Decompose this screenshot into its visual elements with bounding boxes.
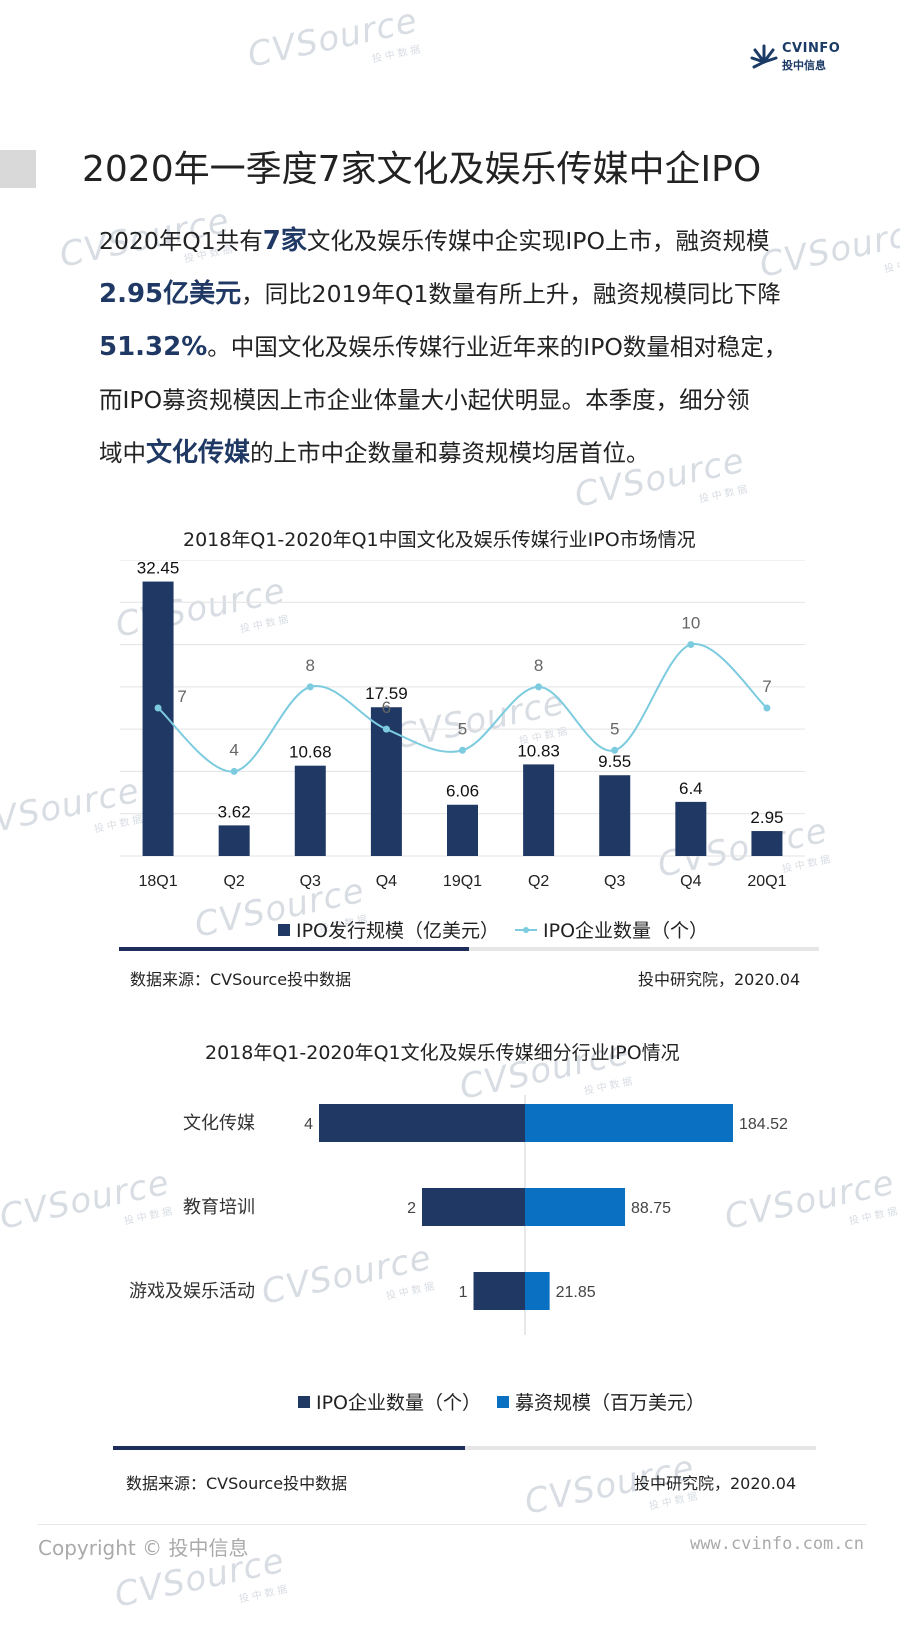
summary-paragraph: 2020年Q1共有7家文化及娱乐传媒中企实现IPO上市，融资规模 2.95亿美元… — [99, 226, 788, 468]
bar-amount — [525, 1188, 626, 1226]
highlight-count: 7家 — [262, 226, 307, 256]
count-value-label: 1 — [459, 1284, 468, 1301]
chart2-credit: 投中研究院，2020.04 — [634, 1474, 797, 1493]
chart2-title: 2018年Q1-2020年Q1文化及娱乐传媒细分行业IPO情况 — [205, 1042, 680, 1064]
footer-divider — [38, 1524, 866, 1525]
line-point — [687, 641, 695, 649]
chart2-segment-ipo: 文化传媒 4 184.52 教育培训 2 88.75 游戏及娱乐活动 1 21.85 — [129, 1095, 788, 1335]
legend-item-count: IPO企业数量（个） — [298, 1388, 481, 1415]
x-tick-label: 20Q1 — [747, 873, 786, 890]
line-value-label: 8 — [306, 656, 315, 675]
legend-swatch-count — [298, 1395, 310, 1408]
bar-value-label: 3.62 — [218, 802, 251, 821]
cvinfo-logo: CVINFO 投中信息 — [750, 40, 850, 72]
bar-value-label: 10.83 — [517, 741, 560, 760]
highlight-percent: 51.32% — [99, 332, 208, 362]
chart1-credit: 投中研究院，2020.04 — [638, 970, 801, 989]
x-tick-label: Q4 — [376, 873, 397, 890]
bar — [218, 825, 250, 856]
amount-value-label: 21.85 — [556, 1284, 596, 1301]
line-point — [382, 725, 390, 733]
website-link[interactable]: www.cvinfo.com.cn — [690, 1534, 864, 1554]
legend-swatch-line — [515, 926, 538, 933]
bar — [675, 801, 707, 856]
count-value-label: 4 — [304, 1116, 313, 1133]
bar-value-label: 2.95 — [750, 808, 783, 827]
x-tick-label: 18Q1 — [138, 873, 177, 890]
logo-text-en: CVINFO — [782, 41, 841, 56]
legend-item-bar: IPO发行规模（亿美元） — [278, 916, 499, 943]
series-line — [157, 643, 768, 773]
bar-amount — [525, 1272, 550, 1310]
bar-count — [422, 1188, 525, 1226]
highlight-segment: 文化传媒 — [146, 438, 251, 468]
count-value-label: 2 — [407, 1200, 416, 1217]
amount-value-label: 184.52 — [739, 1116, 788, 1133]
x-tick-label: Q2 — [528, 873, 549, 890]
line-value-label: 5 — [610, 719, 619, 738]
chart2-source: 数据来源：CVSource投中数据 — [126, 1474, 348, 1493]
line-value-label: 8 — [534, 656, 543, 675]
legend-swatch-bar — [278, 923, 290, 936]
x-tick-label: Q2 — [223, 873, 244, 890]
x-tick-label: Q4 — [680, 873, 701, 890]
chart1-progress-track — [119, 947, 819, 951]
line-value-label: 7 — [177, 687, 186, 706]
bar-value-label: 6.06 — [446, 782, 479, 801]
line-value-label: 7 — [762, 677, 771, 696]
line-value-label: 5 — [458, 719, 467, 738]
line-value-label: 4 — [229, 740, 238, 759]
x-tick-label: Q3 — [604, 873, 625, 890]
bar — [523, 764, 555, 856]
line-point — [230, 767, 238, 775]
legend-swatch-amount — [497, 1395, 510, 1408]
highlight-amount: 2.95亿美元 — [99, 279, 242, 309]
amount-value-label: 88.75 — [631, 1200, 671, 1217]
line-point — [154, 704, 162, 712]
bar-count — [319, 1104, 525, 1142]
category-label: 文化传媒 — [183, 1113, 255, 1133]
category-label: 教育培训 — [183, 1197, 255, 1217]
bar-value-label: 17.59 — [365, 684, 408, 703]
bar — [447, 804, 478, 856]
bar-count — [473, 1272, 525, 1310]
chart1-progress-fill — [119, 947, 469, 951]
bar-value-label: 9.55 — [598, 752, 631, 771]
x-tick-label: Q3 — [300, 873, 321, 890]
chart1-source: 数据来源：CVSource投中数据 — [130, 970, 352, 989]
line-point — [763, 704, 771, 712]
legend-item-line: IPO企业数量（个） — [515, 916, 708, 943]
watermark: CVSource 投中数据 — [244, 0, 425, 76]
chart2-progress-track — [113, 1446, 816, 1450]
chart2-legend: IPO企业数量（个） 募资规模（百万美元） — [298, 1388, 721, 1415]
legend-item-amount: 募资规模（百万美元） — [497, 1388, 705, 1415]
bar — [751, 831, 783, 856]
title-accent-bar — [0, 150, 36, 188]
line-value-label: 6 — [382, 698, 391, 717]
page-title: 2020年一季度7家文化及娱乐传媒中企IPO — [82, 149, 762, 190]
bar — [599, 775, 631, 856]
category-label: 游戏及娱乐活动 — [129, 1281, 255, 1301]
copyright-text: Copyright © 投中信息 — [38, 1536, 249, 1560]
x-tick-label: 19Q1 — [443, 873, 482, 890]
chart1-title: 2018年Q1-2020年Q1中国文化及娱乐传媒行业IPO市场情况 — [183, 529, 696, 551]
logo-text-cn: 投中信息 — [782, 59, 826, 72]
line-point — [535, 683, 543, 691]
bar-value-label: 6.4 — [679, 779, 703, 798]
bar-value-label: 32.45 — [137, 560, 180, 578]
line-point — [611, 746, 619, 754]
sunburst-logo-icon — [750, 44, 778, 69]
bar-amount — [525, 1104, 733, 1142]
bar — [294, 765, 326, 856]
bar-value-label: 10.68 — [289, 743, 332, 762]
line-value-label: 10 — [681, 614, 700, 633]
chart1-legend: IPO发行规模（亿美元） IPO企业数量（个） — [278, 916, 724, 943]
chart2-progress-fill — [113, 1446, 465, 1450]
line-point — [459, 746, 466, 754]
chart1-ipo-market: 32.45 18Q1 3.62 Q2 10.68 Q3 17.59 Q4 6.06 19Q1 10.… — [120, 560, 805, 890]
line-point — [306, 683, 314, 691]
